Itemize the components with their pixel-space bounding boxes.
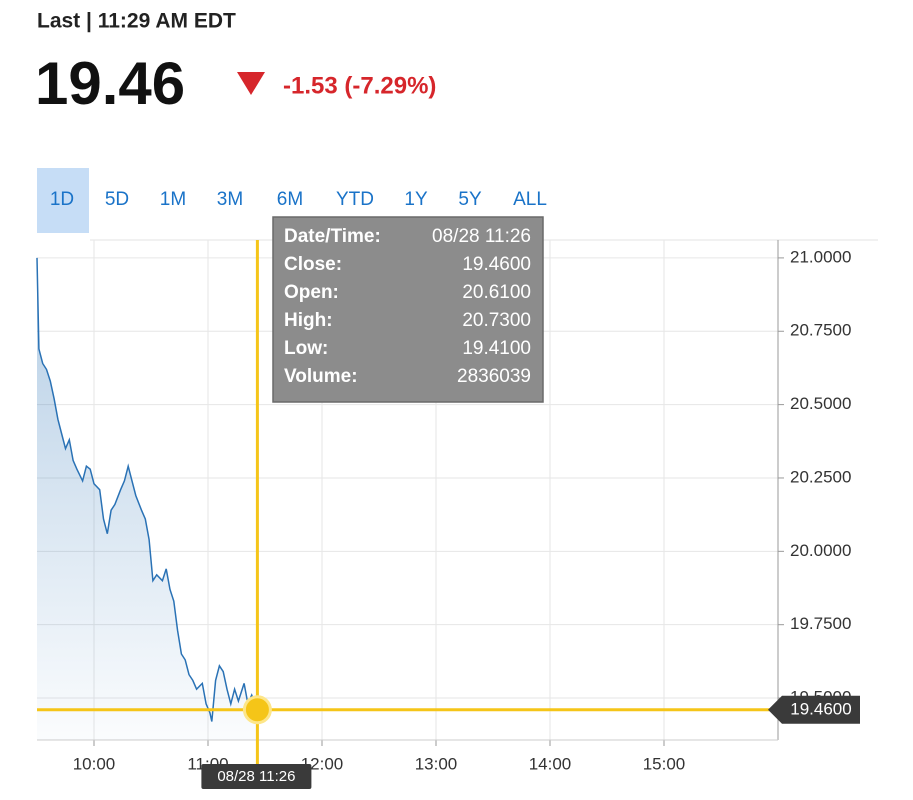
time-label-box bbox=[201, 764, 312, 789]
tooltip-value: 2836039 bbox=[457, 366, 531, 387]
range-tab[interactable]: 6M bbox=[277, 189, 303, 210]
tooltip-value: 20.7300 bbox=[462, 310, 531, 331]
price-change: -1.53 (-7.29%) bbox=[283, 72, 436, 99]
y-tick-label: 19.7500 bbox=[790, 614, 851, 633]
range-tab[interactable]: ALL bbox=[513, 189, 547, 210]
x-tick-label: 15:00 bbox=[643, 754, 686, 773]
tooltip-value: 19.4100 bbox=[462, 338, 531, 359]
price-label: 19.4600 bbox=[790, 699, 851, 718]
x-tick-label: 13:00 bbox=[415, 754, 458, 773]
tooltip-label: Date/Time: bbox=[284, 226, 381, 247]
tooltip-label: Close: bbox=[284, 254, 342, 275]
y-tick-label: 20.0000 bbox=[790, 541, 851, 560]
y-tick-label: 20.7500 bbox=[790, 321, 851, 340]
tooltip-label: Open: bbox=[284, 282, 339, 303]
tooltip-value: 19.4600 bbox=[462, 254, 531, 275]
tooltip-value: 08/28 11:26 bbox=[432, 226, 531, 247]
tooltip-box bbox=[272, 216, 544, 403]
x-tick-label: 10:00 bbox=[73, 754, 116, 773]
x-tick-label: 14:00 bbox=[529, 754, 572, 773]
last-time: Last | 11:29 AM EDT bbox=[37, 10, 236, 33]
range-tab[interactable]: 5Y bbox=[458, 189, 482, 210]
time-label: 08/28 11:26 bbox=[217, 768, 295, 785]
tooltip-value: 20.6100 bbox=[462, 282, 531, 303]
range-tab-selected bbox=[37, 168, 89, 233]
range-tab[interactable]: 1Y bbox=[404, 189, 428, 210]
range-tab[interactable]: 5D bbox=[105, 189, 129, 210]
tooltip-label: Volume: bbox=[284, 366, 358, 387]
down-arrow bbox=[237, 72, 265, 95]
range-tabs: 1D 5D 1M 3M 6M YTD 1Y 5Y ALL bbox=[37, 168, 547, 233]
range-tab[interactable]: 1D bbox=[50, 189, 74, 210]
y-tick-label: 21.0000 bbox=[790, 247, 851, 266]
price: 19.46 bbox=[35, 50, 185, 117]
y-tick-label: 20.5000 bbox=[790, 394, 851, 413]
chart: 19.500019.750020.000020.250020.500020.75… bbox=[36, 216, 878, 789]
crosshair-point bbox=[242, 695, 272, 725]
range-tab[interactable]: 3M bbox=[217, 189, 243, 210]
y-tick-label: 20.2500 bbox=[790, 467, 851, 486]
tooltip-label: High: bbox=[284, 310, 333, 331]
area-fill bbox=[37, 257, 258, 740]
tooltip-label: Low: bbox=[284, 338, 328, 359]
price-line bbox=[36, 257, 259, 722]
range-tab[interactable]: YTD bbox=[336, 189, 374, 210]
range-tab[interactable]: 1M bbox=[160, 189, 186, 210]
price-label-box bbox=[768, 695, 860, 724]
